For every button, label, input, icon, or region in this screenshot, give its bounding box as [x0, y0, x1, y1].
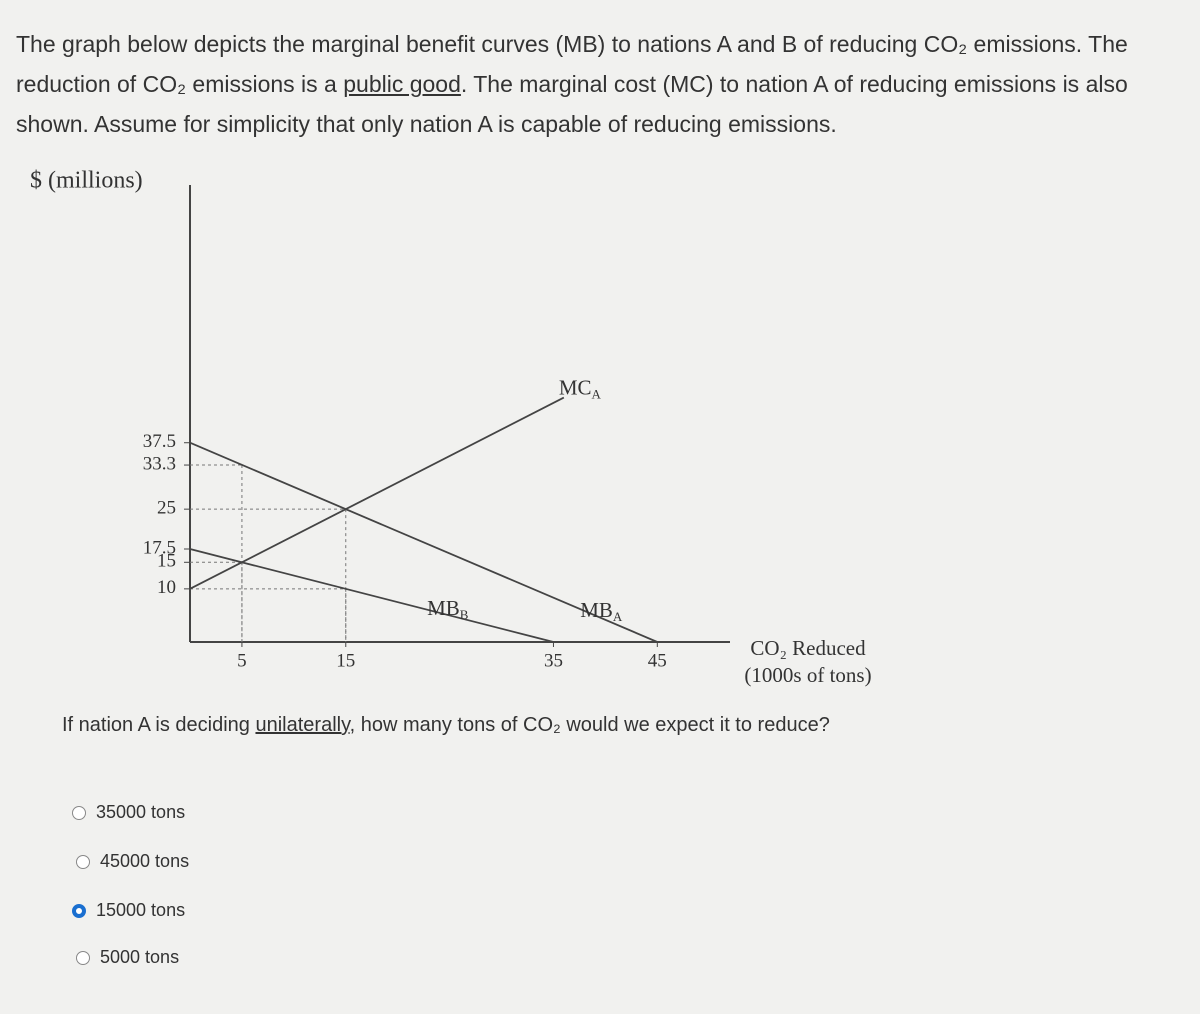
series-label: MBB — [427, 596, 469, 622]
series-subscript: B — [460, 607, 469, 622]
x-axis-label: (1000s of tons) — [744, 663, 871, 687]
option-label[interactable]: 5000 tons — [100, 947, 180, 967]
option[interactable]: 15000 tons — [72, 900, 185, 921]
series-subscript: A — [613, 609, 623, 624]
option-label[interactable]: 35000 tons — [96, 802, 186, 822]
series-line — [189, 396, 565, 590]
y-tick-label: 37.5 — [143, 431, 176, 452]
option[interactable]: 5000 tons — [76, 947, 179, 968]
x-tick-label: 5 — [237, 650, 247, 671]
series-line — [189, 441, 658, 643]
series-name: MB — [580, 598, 613, 622]
option[interactable]: 45000 tons — [76, 851, 189, 872]
question-text: , how many tons of CO₂ would we expect i… — [349, 714, 830, 736]
radio[interactable] — [72, 903, 86, 918]
question-text: If nation A is deciding — [62, 714, 256, 736]
radio[interactable] — [76, 854, 90, 869]
y-tick-label: 33.3 — [143, 453, 176, 474]
series-line — [189, 548, 554, 643]
chart: $ (millions) CO₂ Reduced (1000s of tons) 37… — [30, 168, 872, 687]
intro-link: public good — [343, 71, 461, 97]
intro: The graph below depicts the marginal ben… — [16, 24, 1186, 144]
option[interactable]: 35000 tons — [72, 802, 185, 823]
x-tick-label: 15 — [336, 650, 355, 671]
intro-text: The graph below depicts the marginal ben… — [16, 31, 1128, 97]
y-tick-label: 25 — [157, 498, 176, 519]
x-axis-label: CO₂ Reduced — [750, 636, 866, 660]
series-label: MBA — [580, 598, 623, 624]
y-axis-label: $ (millions) — [30, 168, 143, 194]
x-tick-label: 45 — [648, 650, 667, 671]
series-name: MC — [559, 375, 592, 399]
option-label[interactable]: 45000 tons — [100, 851, 190, 871]
y-tick-label: 10 — [157, 577, 176, 598]
radio[interactable] — [72, 805, 86, 820]
y-tick-label: 15 — [157, 551, 176, 572]
series-name: MB — [427, 596, 460, 620]
radio[interactable] — [76, 950, 90, 965]
question: If nation A is deciding unilaterally, ho… — [62, 714, 830, 737]
intro-text: . The marginal cost (MC) to nation A of … — [16, 71, 1128, 137]
series-subscript: A — [592, 387, 602, 402]
y-tick-label: 17.5 — [143, 537, 176, 558]
series-label: MCA — [559, 375, 602, 401]
option-label[interactable]: 15000 tons — [96, 900, 186, 920]
x-tick-label: 35 — [544, 650, 563, 671]
question-emphasis: unilaterally — [255, 714, 350, 736]
